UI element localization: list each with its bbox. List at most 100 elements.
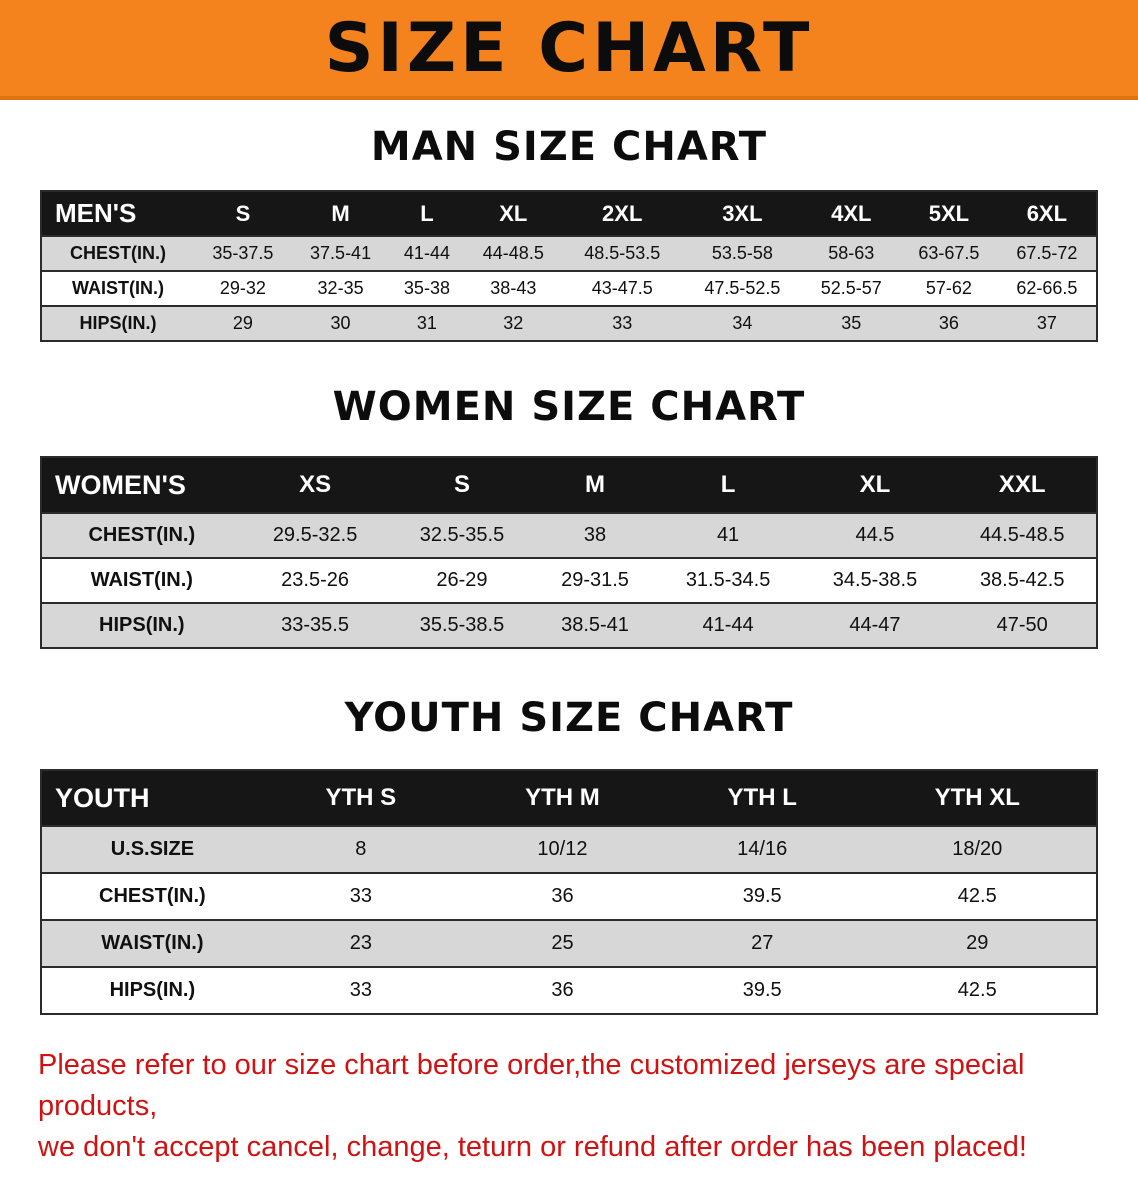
size-value-cell: 26-29	[436, 569, 488, 591]
size-value-cell: 53.5-58	[711, 243, 773, 263]
size-value-cell: 36	[938, 313, 959, 333]
row-label-cell: U.S.SIZE	[110, 838, 195, 860]
size-header-cell: XL	[464, 191, 563, 236]
table-header-row: MEN'S S M L XL 2XL 3XL 4XL 5XL 6XL	[41, 191, 1097, 236]
size-value-cell: 39.5	[742, 979, 782, 1001]
size-header-cell: XXL	[948, 457, 1097, 513]
size-header-cell: YTH M	[458, 770, 666, 826]
size-value-cell: 63-67.5	[918, 243, 980, 263]
size-table: WOMEN'S XS S M L XL XXL CHEST(IN.) 29.5-32.5 32.5…	[40, 456, 1098, 649]
size-value-cell: 33-35.5	[281, 614, 349, 636]
size-header-cell: YTH XL	[858, 770, 1097, 826]
size-header-cell: YTH L	[665, 770, 859, 826]
size-value-cell: 29	[966, 932, 989, 954]
size-header-cell: M	[291, 191, 390, 236]
row-label-cell: HIPS(IN.)	[79, 313, 157, 333]
size-value-cell: 30	[330, 313, 351, 333]
size-value-cell: 33	[349, 885, 372, 907]
size-header-cell: S	[194, 191, 292, 236]
men-size-table: MEN'S S M L XL 2XL 3XL 4XL 5XL 6XL CHEST(IN.) 35-37…	[40, 190, 1098, 342]
size-value-cell: 41-44	[702, 614, 754, 636]
size-value-cell: 42.5	[957, 979, 997, 1001]
size-value-cell: 47.5-52.5	[704, 278, 781, 298]
size-value-cell: 42.5	[957, 885, 997, 907]
size-value-cell: 41	[716, 524, 740, 546]
size-value-cell: 29	[232, 313, 253, 333]
size-value-cell: 29-32	[219, 278, 266, 298]
size-value-cell: 57-62	[925, 278, 972, 298]
size-value-cell: 34	[732, 313, 753, 333]
row-label-cell: HIPS(IN.)	[99, 614, 185, 636]
row-label-cell: WAIST(IN.)	[90, 569, 193, 591]
men-section-heading: MAN SIZE CHART	[370, 124, 768, 170]
size-value-cell: 44.5	[855, 524, 895, 546]
size-value-cell: 37.5-41	[310, 243, 372, 263]
size-header-cell: L	[389, 191, 465, 236]
women-size-table: WOMEN'S XS S M L XL XXL CHEST(IN.) 29.5-32.5 32.5…	[40, 456, 1098, 649]
table-row: HIPS(IN.) 29 30 31 32 33 34 35 36 37	[41, 306, 1097, 341]
row-label-cell: CHEST(IN.)	[99, 885, 206, 907]
size-value-cell: 38.5-41	[561, 614, 629, 636]
size-value-cell: 27	[751, 932, 774, 954]
size-value-cell: 35	[841, 313, 862, 333]
size-header-cell: 3XL	[682, 191, 803, 236]
size-value-cell: 38.5-42.5	[979, 569, 1065, 591]
youth-size-table: YOUTH YTH S YTH M YTH L YTH XL U.S.SIZE 8 10/12…	[40, 769, 1098, 1015]
size-value-cell: 8	[355, 838, 367, 860]
banner-title: SIZE CHART	[324, 8, 814, 88]
disclaimer-text: Please refer to our size chart before or…	[38, 1045, 1100, 1169]
size-table: YOUTH YTH S YTH M YTH L YTH XL U.S.SIZE 8 10/12…	[40, 769, 1098, 1015]
size-value-cell: 35.5-38.5	[419, 614, 505, 636]
table-header-row: WOMEN'S XS S M L XL XXL	[41, 457, 1097, 513]
table-row: U.S.SIZE 8 10/12 14/16 18/20	[41, 826, 1097, 873]
women-size-section: WOMEN SIZE CHART WOMEN'S XS S M L XL XXL CHEST(…	[0, 384, 1138, 649]
size-header-cell: L	[654, 457, 802, 513]
size-value-cell: 23.5-26	[281, 569, 349, 591]
size-value-cell: 48.5-53.5	[584, 243, 661, 263]
size-value-cell: 35-37.5	[212, 243, 274, 263]
table-row: WAIST(IN.) 23 25 27 29	[41, 920, 1097, 967]
size-value-cell: 58-63	[828, 243, 875, 263]
size-value-cell: 38	[583, 524, 607, 546]
size-value-cell: 34.5-38.5	[832, 569, 918, 591]
size-value-cell: 29.5-32.5	[272, 524, 358, 546]
table-title-cell: MEN'S	[41, 191, 195, 236]
size-value-cell: 29-31.5	[561, 569, 629, 591]
table-header-row: YOUTH YTH S YTH M YTH L YTH XL	[41, 770, 1097, 826]
size-value-cell: 39.5	[742, 885, 782, 907]
size-value-cell: 32-35	[317, 278, 364, 298]
size-value-cell: 18/20	[952, 838, 1003, 860]
disclaimer-line-2: we don't accept cancel, change, teturn o…	[38, 1131, 1027, 1164]
size-header-cell: XS	[241, 457, 389, 513]
table-row: WAIST(IN.) 29-32 32-35 35-38 38-43 43-47.5 47.…	[41, 271, 1097, 306]
disclaimer-line-1: Please refer to our size chart before or…	[38, 1049, 1025, 1123]
table-row: CHEST(IN.) 35-37.5 37.5-41 41-44 44-48.5 48.5…	[41, 236, 1097, 271]
row-label-cell: CHEST(IN.)	[88, 524, 196, 546]
size-value-cell: 67.5-72	[1016, 243, 1078, 263]
size-value-cell: 36	[551, 885, 574, 907]
size-value-cell: 44-48.5	[482, 243, 544, 263]
row-label-cell: CHEST(IN.)	[70, 243, 167, 263]
table-title-cell: YOUTH	[41, 770, 263, 826]
size-header-cell: 2XL	[562, 191, 683, 236]
row-label-cell: WAIST(IN.)	[101, 932, 204, 954]
size-value-cell: 44-47	[849, 614, 901, 636]
table-row: HIPS(IN.) 33-35.5 35.5-38.5 38.5-41 41-44 44-…	[41, 603, 1097, 648]
size-value-cell: 36	[551, 979, 574, 1001]
size-value-cell: 33	[349, 979, 372, 1001]
table-row: WAIST(IN.) 23.5-26 26-29 29-31.5 31.5-34.5 34…	[41, 558, 1097, 603]
size-header-cell: M	[535, 457, 655, 513]
youth-section-heading: YOUTH SIZE CHART	[344, 695, 794, 741]
size-value-cell: 43-47.5	[591, 278, 653, 298]
size-value-cell: 62-66.5	[1016, 278, 1078, 298]
size-value-cell: 25	[551, 932, 574, 954]
table-title-cell: WOMEN'S	[41, 457, 242, 513]
row-label-cell: WAIST(IN.)	[72, 278, 165, 298]
size-value-cell: 33	[612, 313, 633, 333]
table-row: CHEST(IN.) 29.5-32.5 32.5-35.5 38 41 44.5 44.5…	[41, 513, 1097, 558]
size-value-cell: 44.5-48.5	[979, 524, 1065, 546]
table-row: HIPS(IN.) 33 36 39.5 42.5	[41, 967, 1097, 1014]
size-value-cell: 41-44	[403, 243, 450, 263]
size-value-cell: 14/16	[737, 838, 788, 860]
size-value-cell: 10/12	[537, 838, 588, 860]
